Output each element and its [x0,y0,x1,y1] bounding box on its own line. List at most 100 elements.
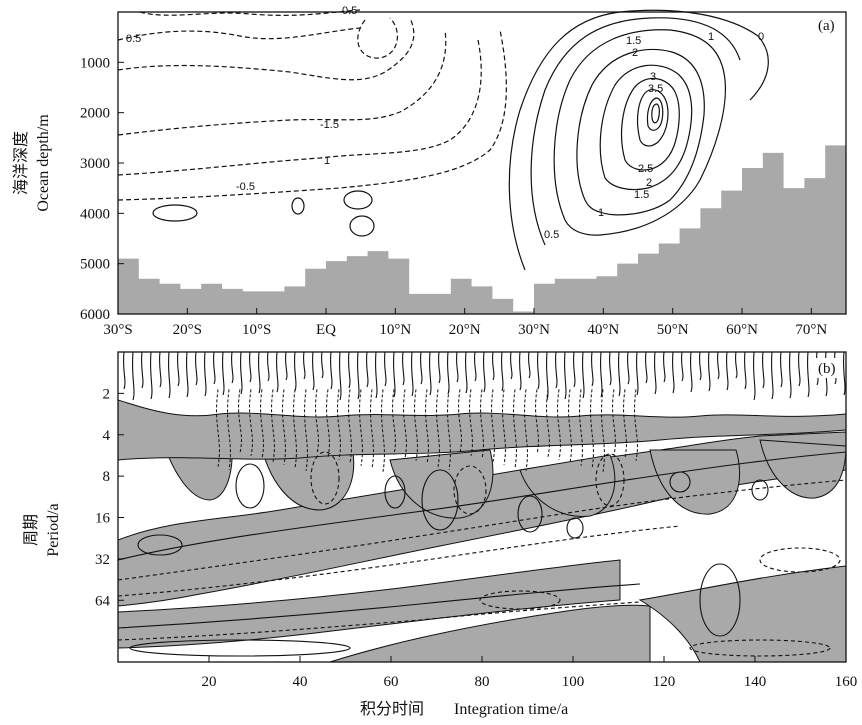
stripe-line [590,352,594,387]
y-tick-label: 32 [95,552,110,568]
stripe-line [410,352,414,397]
stripe-line [842,352,846,396]
x-tick-label: EQ [316,322,336,338]
stripe-line [761,352,765,389]
band-contour [414,389,418,461]
stripe-line [635,352,639,396]
stripe-line [221,352,225,396]
stripe-line [203,352,207,397]
stripe-line [293,352,297,392]
panel-b-field [118,352,846,662]
x-tick-label: 140 [744,674,767,690]
stripe-line [509,352,513,380]
stripe-line [131,352,135,401]
x-tick-label: 40 [293,674,308,690]
stripe-line [752,352,756,401]
x-tick-label: 20°N [449,322,481,338]
stripe-line [176,352,180,387]
band-contour [249,389,253,456]
stripe-line [122,352,126,390]
band-contour [513,389,517,468]
panel-b-xlabel-zh: 积分时间 [360,699,424,718]
band-contour [579,389,583,466]
contour-label: -1.5 [320,119,339,131]
stripe-line [392,352,396,398]
stripe-line [248,352,252,383]
stripe-line [671,352,675,394]
stripe-line [716,352,720,380]
stripe-line [500,352,504,392]
stripe-line [365,352,369,388]
panel-b-fills [118,399,846,662]
band-contour [403,389,407,458]
band-contour [447,389,451,470]
stripe-line [608,352,612,386]
stripe-line [491,352,495,381]
stripe-line [770,352,774,400]
contour-label: 2 [632,47,638,59]
stripe-line [662,352,666,383]
stripe-line [779,352,783,388]
band-contour [634,389,638,461]
stripe-line [743,352,747,390]
panel-a-ylabel-zh: 海洋深度 [11,131,30,195]
stripe-line [338,352,342,401]
x-tick-label: 40°N [587,322,619,338]
stripe-line [266,352,270,382]
stripe-line [320,352,324,379]
panel-b-label-bg [812,358,842,378]
band-contour [370,389,374,469]
x-tick-label: 30°S [103,322,132,338]
panel-b-band [216,389,638,472]
contour-label: 1 [708,31,714,43]
band-contour [546,389,550,457]
stripe-line [797,352,801,387]
band-contour [238,389,242,453]
stripe-line [599,352,603,398]
contour-label: 1 [598,207,604,219]
stripe-line [707,352,711,392]
panel-b-contours [118,451,846,657]
stripe-line [455,352,459,383]
y-tick-label: 4000 [80,206,110,222]
y-tick-label: 3000 [80,156,110,172]
x-tick-label: 70°N [795,322,827,338]
stripe-line [644,352,648,384]
stripe-line [626,352,630,385]
contour-label: 1.5 [626,35,641,47]
x-tick-label: 10°S [242,322,271,338]
y-tick-label: 8 [103,469,111,485]
stripe-line [824,352,828,397]
x-tick-label: 80 [475,674,490,690]
panel-b-stripes [122,352,846,401]
contour-label: 2 [646,177,652,189]
contour-label: -0.5 [236,181,255,193]
x-tick-label: 20°S [173,322,202,338]
stripe-line [239,352,243,395]
stripe-line [311,352,315,391]
panel-b-axes: 20 40 60 80 100 120 140 160 2 4 8 16 32 64 [95,386,857,690]
band-contour [535,389,539,454]
stripe-line [536,352,540,390]
panel-b-ylabel: Period/a [45,503,62,556]
band-contour [304,389,308,471]
band-contour [502,389,506,465]
contour-label: 1.5 [634,189,649,201]
band-contour [458,389,462,453]
stripe-line [158,352,162,388]
stripe-line [437,352,441,384]
stripe-line [212,352,216,385]
y-tick-label: 16 [95,511,111,527]
x-tick-label: 60 [384,674,399,690]
x-tick-label: 30°N [518,322,550,338]
stripe-line [473,352,477,382]
stripe-line [518,352,522,391]
band-contour [612,389,616,455]
band-contour [326,389,330,457]
panel-a-label: (a) [818,18,835,34]
y-tick-label: 2000 [80,106,110,122]
band-contour [381,389,385,472]
stripe-line [689,352,693,393]
band-contour [590,389,594,469]
